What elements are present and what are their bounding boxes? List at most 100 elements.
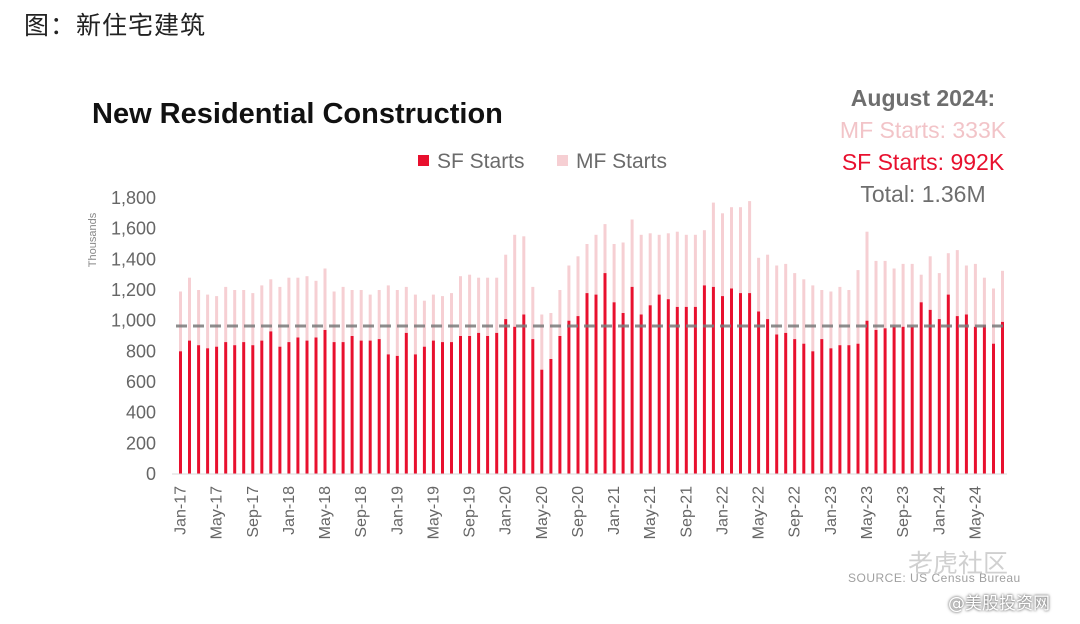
bar-sf [621, 313, 625, 474]
bar-sf [775, 334, 779, 474]
bar-mf [793, 273, 797, 339]
bar-mf [567, 265, 571, 321]
x-tick-label: May-20 [534, 486, 551, 539]
bar-sf [558, 336, 562, 474]
bar-mf [639, 234, 643, 315]
bar-mf [757, 257, 761, 312]
summary-sf-starts: SF Starts: 992K [841, 149, 1005, 175]
legend-item-sf: SF Starts [418, 150, 525, 174]
x-tick-label: May-23 [859, 486, 876, 539]
bar-sf [341, 342, 345, 474]
x-tick-label: Jan-23 [823, 486, 840, 535]
bar-mf [513, 234, 517, 327]
bar-mf [549, 313, 553, 359]
bar-sf [730, 288, 733, 474]
bar-sf [450, 342, 453, 474]
bar-mf [829, 291, 833, 349]
bar-sf [739, 293, 742, 474]
bar-mf [540, 314, 544, 370]
summary-mf-starts: MF Starts: 333K [839, 117, 1007, 143]
bar-mf [901, 263, 905, 327]
bar-mf [495, 277, 499, 333]
bar-mf [811, 285, 815, 352]
y-tick-label: 1,200 [111, 280, 156, 300]
x-tick-label: Jan-18 [281, 486, 298, 535]
bar-sf [992, 343, 995, 474]
y-tick-label: 1,600 [111, 219, 156, 239]
bar-mf [937, 273, 941, 320]
bar-sf [757, 311, 761, 474]
bar-sf [693, 306, 697, 474]
y-tick-label: 1,800 [111, 188, 156, 208]
bar-sf [892, 326, 896, 474]
bar-sf [648, 305, 652, 474]
bar-sf [928, 309, 932, 474]
summary-box: August 2024: MF Starts: 333K SF Starts: … [818, 82, 1028, 210]
bar-sf [422, 346, 426, 474]
bar-mf [287, 277, 291, 343]
summary-heading: August 2024: [850, 85, 996, 111]
bar-mf [748, 201, 752, 294]
source-note: SOURCE: US Census Bureau [848, 571, 1021, 585]
bar-sf [549, 359, 553, 474]
bar-sf [1001, 321, 1004, 474]
x-tick-label: Sep-20 [570, 486, 587, 538]
bar-sf [251, 345, 255, 474]
bar-sf [585, 293, 589, 474]
bar-mf [422, 300, 426, 347]
bar-mf [459, 276, 462, 336]
bar-sf [314, 337, 318, 474]
bar-mf [648, 233, 652, 306]
bar-sf [567, 320, 571, 474]
bar-mf [865, 231, 869, 321]
y-tick-label: 1,400 [111, 249, 156, 269]
x-tick-label: Jan-24 [931, 486, 948, 535]
bar-mf [296, 277, 300, 338]
bar-sf [793, 339, 797, 474]
bar-sf [955, 316, 959, 474]
bar-sf [287, 342, 291, 474]
bar-sf [829, 348, 833, 474]
y-tick-label: 0 [146, 464, 156, 484]
bar-sf [901, 326, 905, 474]
x-tick-label: May-24 [967, 486, 984, 539]
bar-mf [431, 294, 435, 341]
bar-mf [693, 234, 697, 307]
bar-sf [874, 329, 878, 474]
y-tick-label: 800 [126, 341, 156, 361]
bar-sf [937, 319, 941, 474]
bar-sf [296, 337, 300, 474]
bar-mf [973, 263, 977, 327]
bar-sf [576, 316, 580, 474]
bar-sf [865, 320, 869, 474]
bar-mf [874, 260, 878, 330]
bar-mf [305, 276, 309, 341]
bar-sf [684, 306, 688, 474]
watermark-handle: @美股投资网 [948, 594, 1050, 614]
bar-mf [314, 280, 318, 338]
x-tick-label: May-19 [425, 486, 442, 539]
legend-swatch-mf [557, 154, 568, 166]
bar-sf [630, 286, 634, 474]
y-tick-label: 400 [126, 403, 156, 423]
bar-mf [468, 274, 472, 336]
bar-sf [242, 342, 246, 474]
bar-sf [323, 329, 327, 474]
bar-mf [215, 296, 219, 347]
x-tick-label: May-17 [209, 486, 226, 539]
bar-mf [233, 290, 237, 346]
bar-sf [215, 346, 219, 474]
bar-sf [883, 328, 887, 474]
bar-sf [721, 296, 724, 474]
x-tick-label: May-21 [642, 486, 659, 539]
x-tick-label: May-18 [317, 486, 334, 539]
bar-mf [982, 277, 986, 326]
bar-mf [612, 244, 616, 303]
bar-sf [675, 306, 679, 474]
summary-total: Total: 1.36M [860, 181, 986, 207]
y-tick-label: 1,000 [111, 311, 156, 331]
bar-sf [224, 342, 228, 474]
x-tick-label: Jan-17 [173, 486, 190, 535]
bar-mf [784, 263, 788, 333]
legend-label-mf: MF Starts [576, 150, 668, 173]
